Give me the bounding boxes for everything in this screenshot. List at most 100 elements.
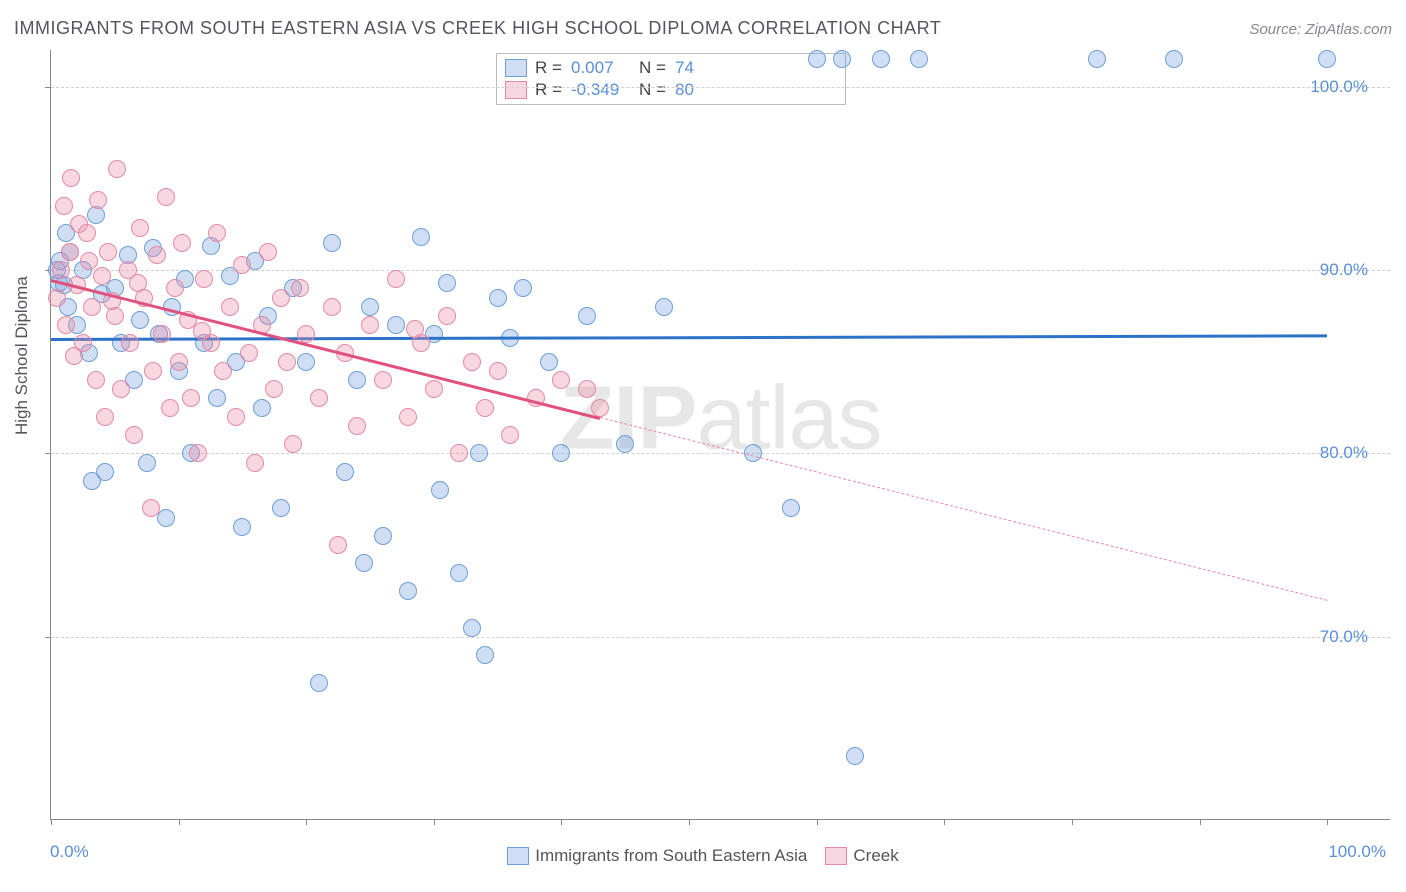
scatter-point-creek [272, 289, 290, 307]
scatter-point-immigrants [431, 481, 449, 499]
y-tick-mark [45, 637, 51, 638]
scatter-point-creek [208, 224, 226, 242]
scatter-point-immigrants [138, 454, 156, 472]
scatter-point-creek [62, 169, 80, 187]
scatter-point-immigrants [96, 463, 114, 481]
scatter-point-creek [310, 389, 328, 407]
scatter-point-creek [291, 279, 309, 297]
legend-n-value: 74 [675, 58, 735, 78]
scatter-point-immigrants [438, 274, 456, 292]
scatter-point-creek [233, 256, 251, 274]
scatter-point-creek [142, 499, 160, 517]
scatter-point-creek [476, 399, 494, 417]
scatter-point-immigrants [323, 234, 341, 252]
scatter-point-creek [129, 274, 147, 292]
x-tick-mark [689, 819, 690, 825]
scatter-point-creek [78, 224, 96, 242]
legend-n-label: N = [639, 58, 667, 78]
scatter-point-immigrants [616, 435, 634, 453]
scatter-point-immigrants [387, 316, 405, 334]
scatter-point-creek [438, 307, 456, 325]
scatter-point-creek [591, 399, 609, 417]
scatter-point-immigrants [157, 509, 175, 527]
scatter-point-immigrants [336, 463, 354, 481]
scatter-point-immigrants [552, 444, 570, 462]
legend-swatch [825, 847, 847, 865]
scatter-point-creek [83, 298, 101, 316]
y-tick-label: 100.0% [1310, 77, 1368, 97]
scatter-point-creek [157, 188, 175, 206]
scatter-point-creek [552, 371, 570, 389]
gridline-h [51, 87, 1390, 88]
y-tick-label: 80.0% [1320, 443, 1368, 463]
scatter-point-immigrants [782, 499, 800, 517]
scatter-point-immigrants [450, 564, 468, 582]
legend-bottom: Immigrants from South Eastern AsiaCreek [0, 846, 1406, 866]
x-tick-mark [1200, 819, 1201, 825]
scatter-point-immigrants [489, 289, 507, 307]
scatter-point-creek [284, 435, 302, 453]
legend-r-label: R = [535, 80, 563, 100]
scatter-point-creek [52, 261, 70, 279]
scatter-point-immigrants [253, 399, 271, 417]
scatter-point-creek [425, 380, 443, 398]
chart-title: IMMIGRANTS FROM SOUTH EASTERN ASIA VS CR… [14, 18, 941, 39]
x-tick-mark [179, 819, 180, 825]
scatter-point-immigrants [872, 50, 890, 68]
scatter-point-immigrants [297, 353, 315, 371]
scatter-point-creek [195, 270, 213, 288]
legend-r-value: 0.007 [571, 58, 631, 78]
x-tick-mark [817, 819, 818, 825]
scatter-point-creek [463, 353, 481, 371]
scatter-point-immigrants [310, 674, 328, 692]
scatter-point-creek [214, 362, 232, 380]
x-tick-mark [51, 819, 52, 825]
scatter-point-immigrants [1165, 50, 1183, 68]
scatter-point-creek [240, 344, 258, 362]
y-tick-label: 90.0% [1320, 260, 1368, 280]
legend-n-value: 80 [675, 80, 735, 100]
scatter-point-immigrants [846, 747, 864, 765]
scatter-point-creek [193, 322, 211, 340]
scatter-point-creek [93, 267, 111, 285]
scatter-point-creek [57, 316, 75, 334]
scatter-point-creek [189, 444, 207, 462]
scatter-point-immigrants [361, 298, 379, 316]
scatter-point-creek [387, 270, 405, 288]
scatter-point-immigrants [578, 307, 596, 325]
trend-line-immigrants [51, 334, 1327, 340]
scatter-point-creek [74, 334, 92, 352]
scatter-point-creek [166, 279, 184, 297]
y-axis-title: High School Diploma [12, 276, 32, 435]
legend-stats-box: R =0.007N =74R =-0.349N =80 [496, 53, 846, 105]
scatter-point-creek [61, 243, 79, 261]
x-tick-mark [1327, 819, 1328, 825]
scatter-point-immigrants [540, 353, 558, 371]
scatter-point-immigrants [1088, 50, 1106, 68]
scatter-point-creek [227, 408, 245, 426]
legend-swatch [507, 847, 529, 865]
trend-line-creek-dashed [600, 417, 1328, 601]
scatter-point-creek [48, 289, 66, 307]
y-tick-label: 70.0% [1320, 627, 1368, 647]
scatter-point-creek [489, 362, 507, 380]
scatter-point-creek [182, 389, 200, 407]
scatter-point-creek [87, 371, 105, 389]
scatter-point-creek [144, 362, 162, 380]
scatter-point-creek [361, 316, 379, 334]
scatter-point-immigrants [463, 619, 481, 637]
scatter-point-immigrants [399, 582, 417, 600]
x-tick-mark [944, 819, 945, 825]
scatter-point-creek [406, 320, 424, 338]
scatter-point-creek [148, 246, 166, 264]
legend-item-label: Immigrants from South Eastern Asia [535, 846, 807, 866]
scatter-point-immigrants [514, 279, 532, 297]
gridline-h [51, 637, 1390, 638]
chart-header: IMMIGRANTS FROM SOUTH EASTERN ASIA VS CR… [14, 18, 1392, 39]
scatter-point-immigrants [1318, 50, 1336, 68]
chart-source: Source: ZipAtlas.com [1249, 21, 1392, 38]
scatter-point-immigrants [808, 50, 826, 68]
scatter-point-immigrants [355, 554, 373, 572]
scatter-point-immigrants [833, 50, 851, 68]
scatter-point-immigrants [655, 298, 673, 316]
